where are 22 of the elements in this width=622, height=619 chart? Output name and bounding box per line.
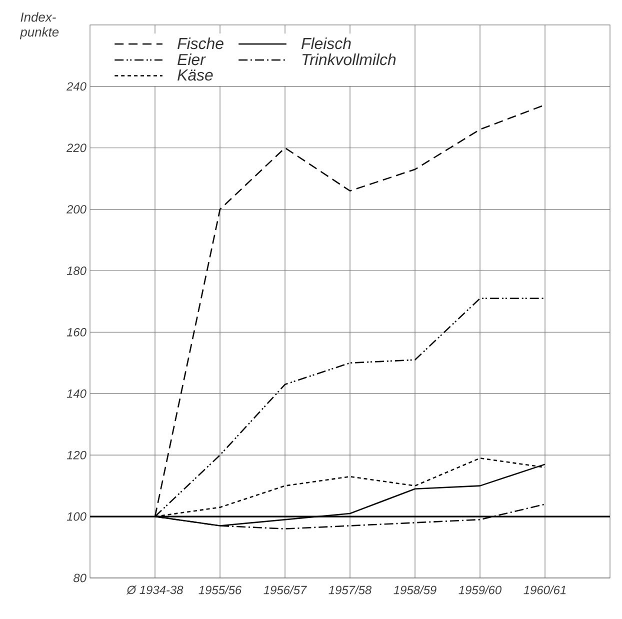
y-axis-title: Index-punkte	[20, 12, 59, 40]
legend-label: Eier	[178, 54, 206, 66]
y-tick-label: 240	[66, 82, 86, 91]
x-tick-label: 1958/59	[394, 585, 436, 594]
y-tick-label: 160	[66, 328, 86, 336]
legend-label: Trinkvollmilch	[302, 54, 396, 66]
x-tick-label: 1959/60	[458, 585, 502, 594]
y-tick-label: 120	[66, 450, 86, 460]
x-tick-label: 1957/58	[328, 585, 372, 594]
y-tick-label: 80	[74, 574, 86, 582]
legend-label: Käse	[178, 70, 213, 81]
y-tick-label: 100	[66, 512, 86, 521]
y-tick-label: 180	[66, 266, 86, 275]
x-tick-label: 1955/56	[198, 585, 242, 594]
y-tick-label: 220	[66, 144, 86, 152]
legend-label: Fleisch	[302, 37, 351, 50]
y-tick-label: 200	[66, 205, 86, 214]
x-tick-label: Ø 1934-38	[126, 585, 184, 594]
legend-label: Fische	[178, 37, 224, 50]
y-tick-label: 140	[66, 389, 86, 398]
x-tick-label: 1956/57	[264, 585, 307, 594]
x-tick-label: 1960/61	[524, 585, 566, 594]
